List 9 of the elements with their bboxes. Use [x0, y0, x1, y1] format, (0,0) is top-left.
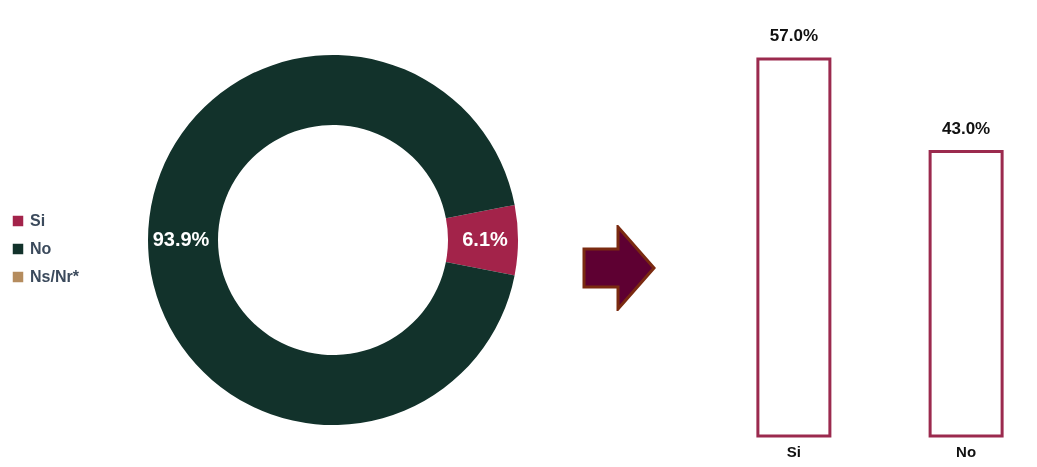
data-label: 6.1% [462, 228, 509, 251]
legend-label: Si [30, 212, 46, 229]
donut-slice [148, 55, 515, 425]
legend-label: Ns/Nr* [30, 268, 80, 285]
legend-label: No [30, 240, 52, 257]
data-label: 43.0% [942, 118, 991, 138]
data-label: 57.0% [769, 26, 818, 45]
donut-slice [445, 204, 518, 276]
data-label: 93.9% [152, 227, 210, 250]
